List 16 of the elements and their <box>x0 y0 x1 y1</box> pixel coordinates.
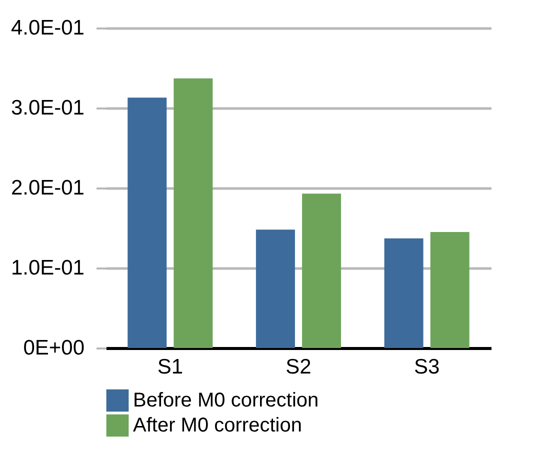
x-tick-label: S1 <box>157 356 184 378</box>
bar <box>128 98 167 348</box>
y-tick-label: 1.0E-01 <box>10 256 84 280</box>
x-tick-label: S2 <box>286 356 312 378</box>
y-tick-label: 2.0E-01 <box>10 176 84 200</box>
bar <box>174 78 213 348</box>
y-tick-label: 0E+00 <box>23 336 84 360</box>
bar <box>256 230 295 348</box>
bar <box>384 238 424 348</box>
bar <box>430 232 470 348</box>
bar <box>302 194 342 348</box>
x-tick-label: S3 <box>414 356 440 378</box>
y-tick-label: 4.0E-01 <box>10 16 84 40</box>
legend-label: After M0 correction <box>133 414 302 436</box>
legend-label: Before M0 correction <box>133 390 319 412</box>
y-tick-label: 3.0E-01 <box>10 96 84 120</box>
